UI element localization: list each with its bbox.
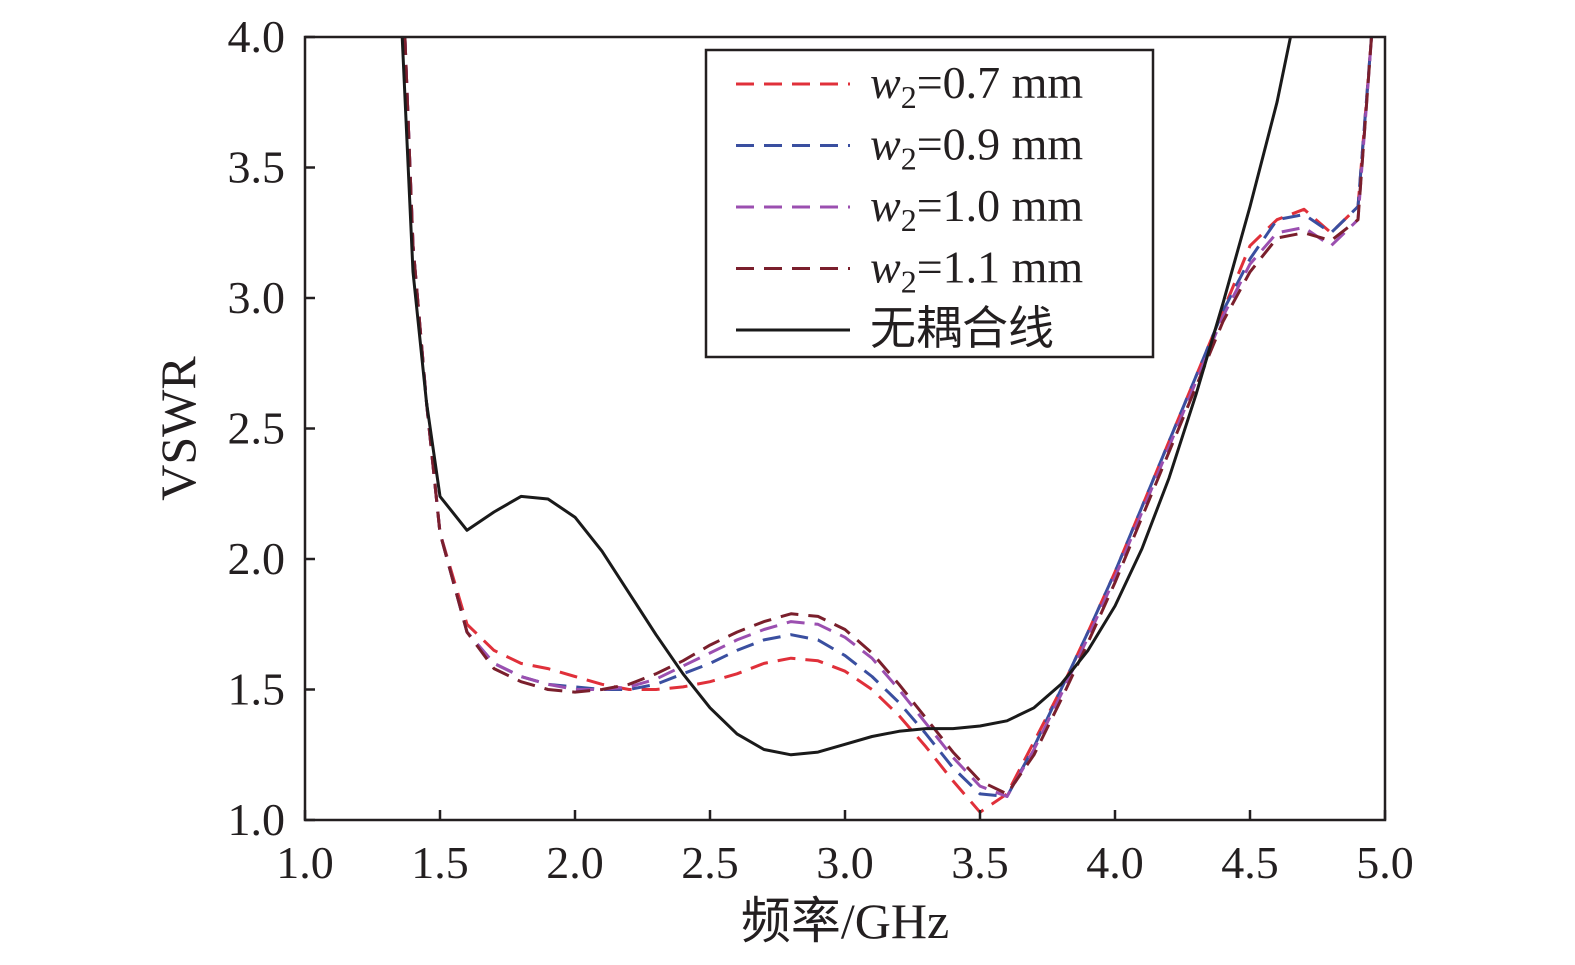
series-line-3 (403, 37, 1373, 796)
legend-entry: w2=0.9 mm (736, 119, 1083, 177)
x-axis-title: 频率/GHz (741, 893, 949, 949)
y-tick-label: 4.0 (228, 11, 286, 62)
legend-sub: 2 (901, 79, 917, 115)
legend-rest: =1.1 mm (917, 242, 1084, 293)
legend-entry: w2=1.0 mm (736, 180, 1083, 238)
legend-rest: =0.9 mm (917, 119, 1084, 170)
legend-entry: w2=1.1 mm (736, 242, 1083, 300)
legend-var: w (870, 180, 901, 231)
x-tick-label: 1.5 (411, 837, 469, 888)
legend-label: w2=0.7 mm (870, 57, 1083, 115)
series-line-4 (400, 37, 1292, 757)
x-tick-label: 3.5 (951, 837, 1009, 888)
y-tick-label: 1.0 (228, 794, 286, 845)
legend-var: w (870, 57, 901, 108)
legend-box (704, 48, 1155, 359)
x-tick-label: 2.0 (546, 837, 604, 888)
x-tick-label: 1.0 (276, 837, 334, 888)
legend-entry: 无耦合线 (736, 303, 1054, 354)
legend-label: 无耦合线 (870, 303, 1054, 354)
legend-entry: w2=0.7 mm (736, 57, 1083, 115)
y-tick-label: 2.0 (228, 533, 286, 584)
x-tick-label: 4.0 (1086, 837, 1144, 888)
legend-label: w2=1.1 mm (870, 242, 1083, 300)
series-layer (400, 37, 1373, 814)
legend-var: w (870, 242, 901, 293)
legend-sub: 2 (901, 141, 917, 177)
legend-label: w2=0.9 mm (870, 119, 1083, 177)
x-tick-label: 4.5 (1221, 837, 1279, 888)
legend-sub: 2 (901, 202, 917, 238)
legend-sub: 2 (901, 264, 917, 300)
legend-label: w2=1.0 mm (870, 180, 1083, 238)
y-tick-label: 1.5 (228, 664, 286, 715)
x-tick-label: 3.0 (816, 837, 874, 888)
y-tick-label: 3.5 (228, 142, 286, 193)
y-tick-label: 3.0 (228, 272, 286, 323)
y-axis-title: VSWR (150, 356, 206, 501)
x-tick-label: 5.0 (1356, 837, 1414, 888)
x-tick-label: 2.5 (681, 837, 739, 888)
legend-rest: =1.0 mm (917, 180, 1084, 231)
legend-rest: =0.7 mm (917, 57, 1084, 108)
legend-var: w (870, 119, 901, 170)
axes-layer: 1.0 1.5 2.0 2.5 3.0 3.5 4.0 4.5 5.0 1.0 1.5 2.0 2.5 3… (228, 11, 1414, 888)
y-tick-label: 2.5 (228, 403, 286, 454)
legend-rest: 无耦合线 (870, 303, 1054, 354)
